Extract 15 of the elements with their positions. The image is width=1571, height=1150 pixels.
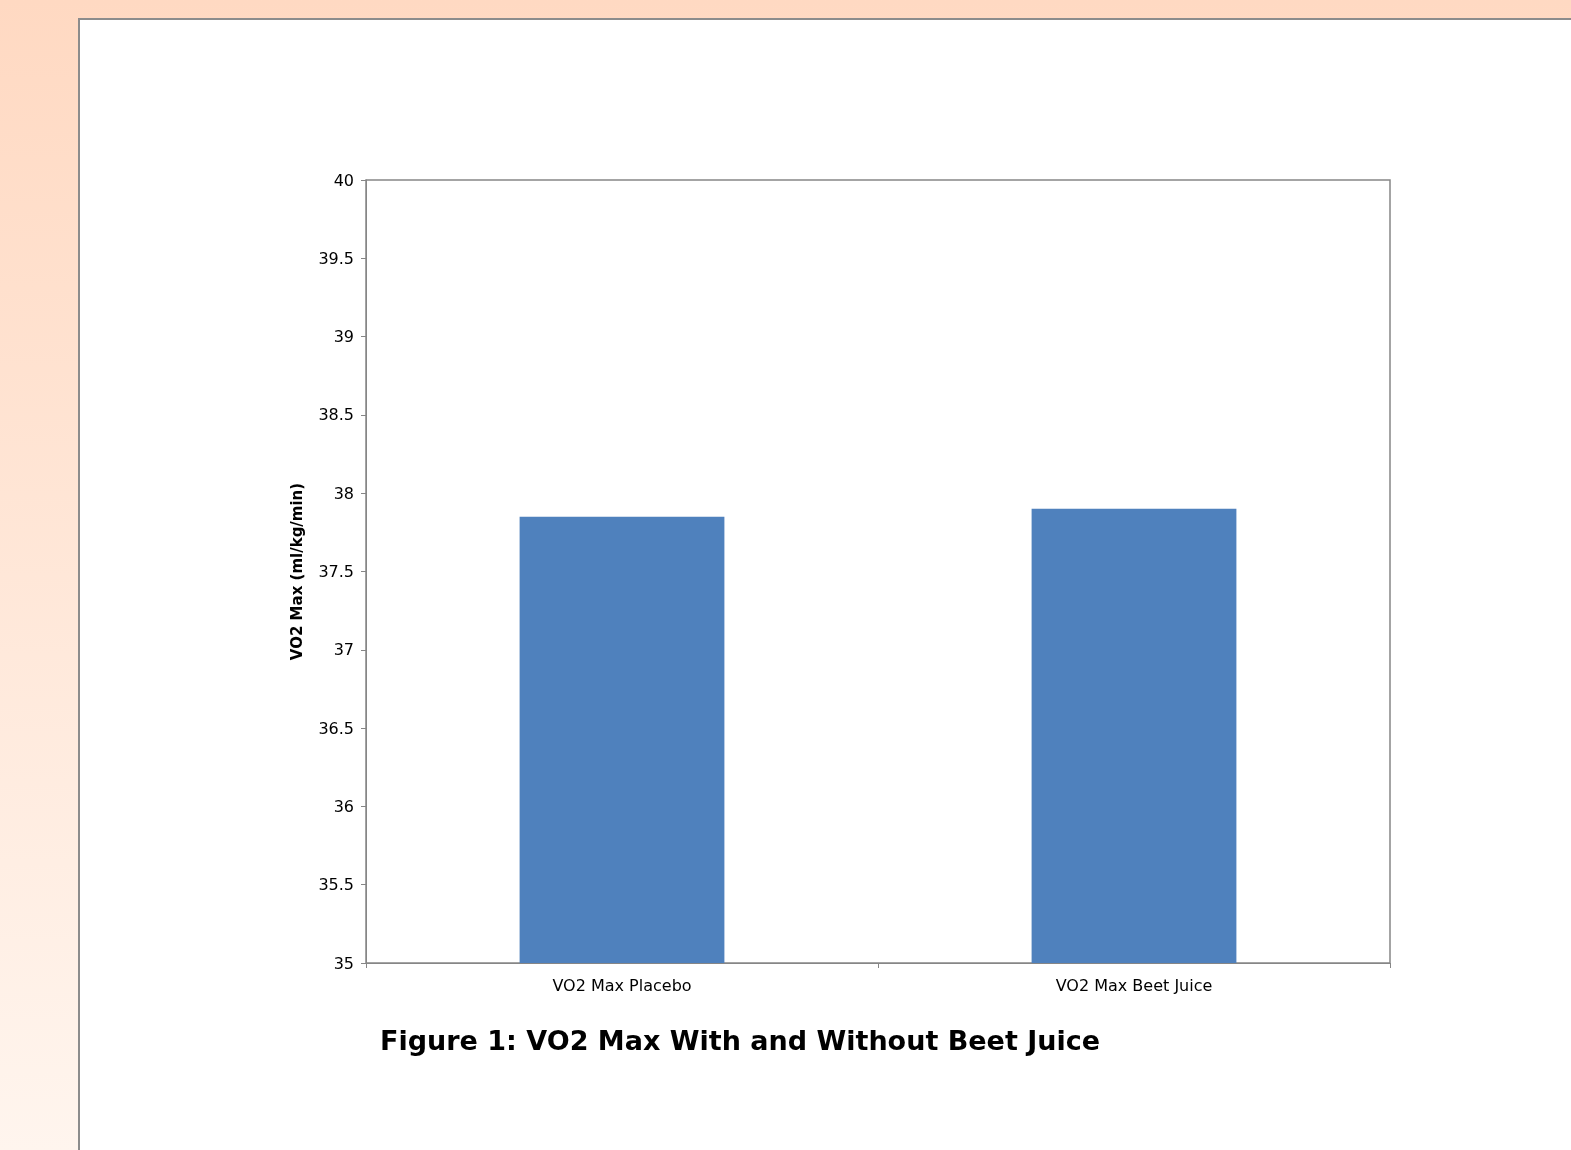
y-tick-label: 38 <box>333 483 354 503</box>
y-tick-label: 35.5 <box>318 875 354 895</box>
y-tick-label: 37 <box>333 640 354 660</box>
y-tick-label: 37.5 <box>318 562 354 581</box>
x-tick-label: VO2 Max Placebo <box>552 975 692 995</box>
y-axis-title: VO2 Max (ml/kg/min) <box>287 482 306 661</box>
x-tick-label: VO2 Max Beet Juice <box>1055 975 1213 995</box>
y-tick-label: 35 <box>333 953 354 973</box>
y-tick-label: 39 <box>333 327 354 347</box>
y-tick-label: 40 <box>333 170 354 190</box>
text: Figure 1: VO2 Max With and Without Beet Juice <box>380 1025 1101 1056</box>
y-tick-label: 38.5 <box>318 405 354 425</box>
y-tick-label: 39.5 <box>318 248 354 268</box>
y-tick-label: 36 <box>333 796 354 816</box>
y-tick-label: 36.5 <box>318 718 354 738</box>
